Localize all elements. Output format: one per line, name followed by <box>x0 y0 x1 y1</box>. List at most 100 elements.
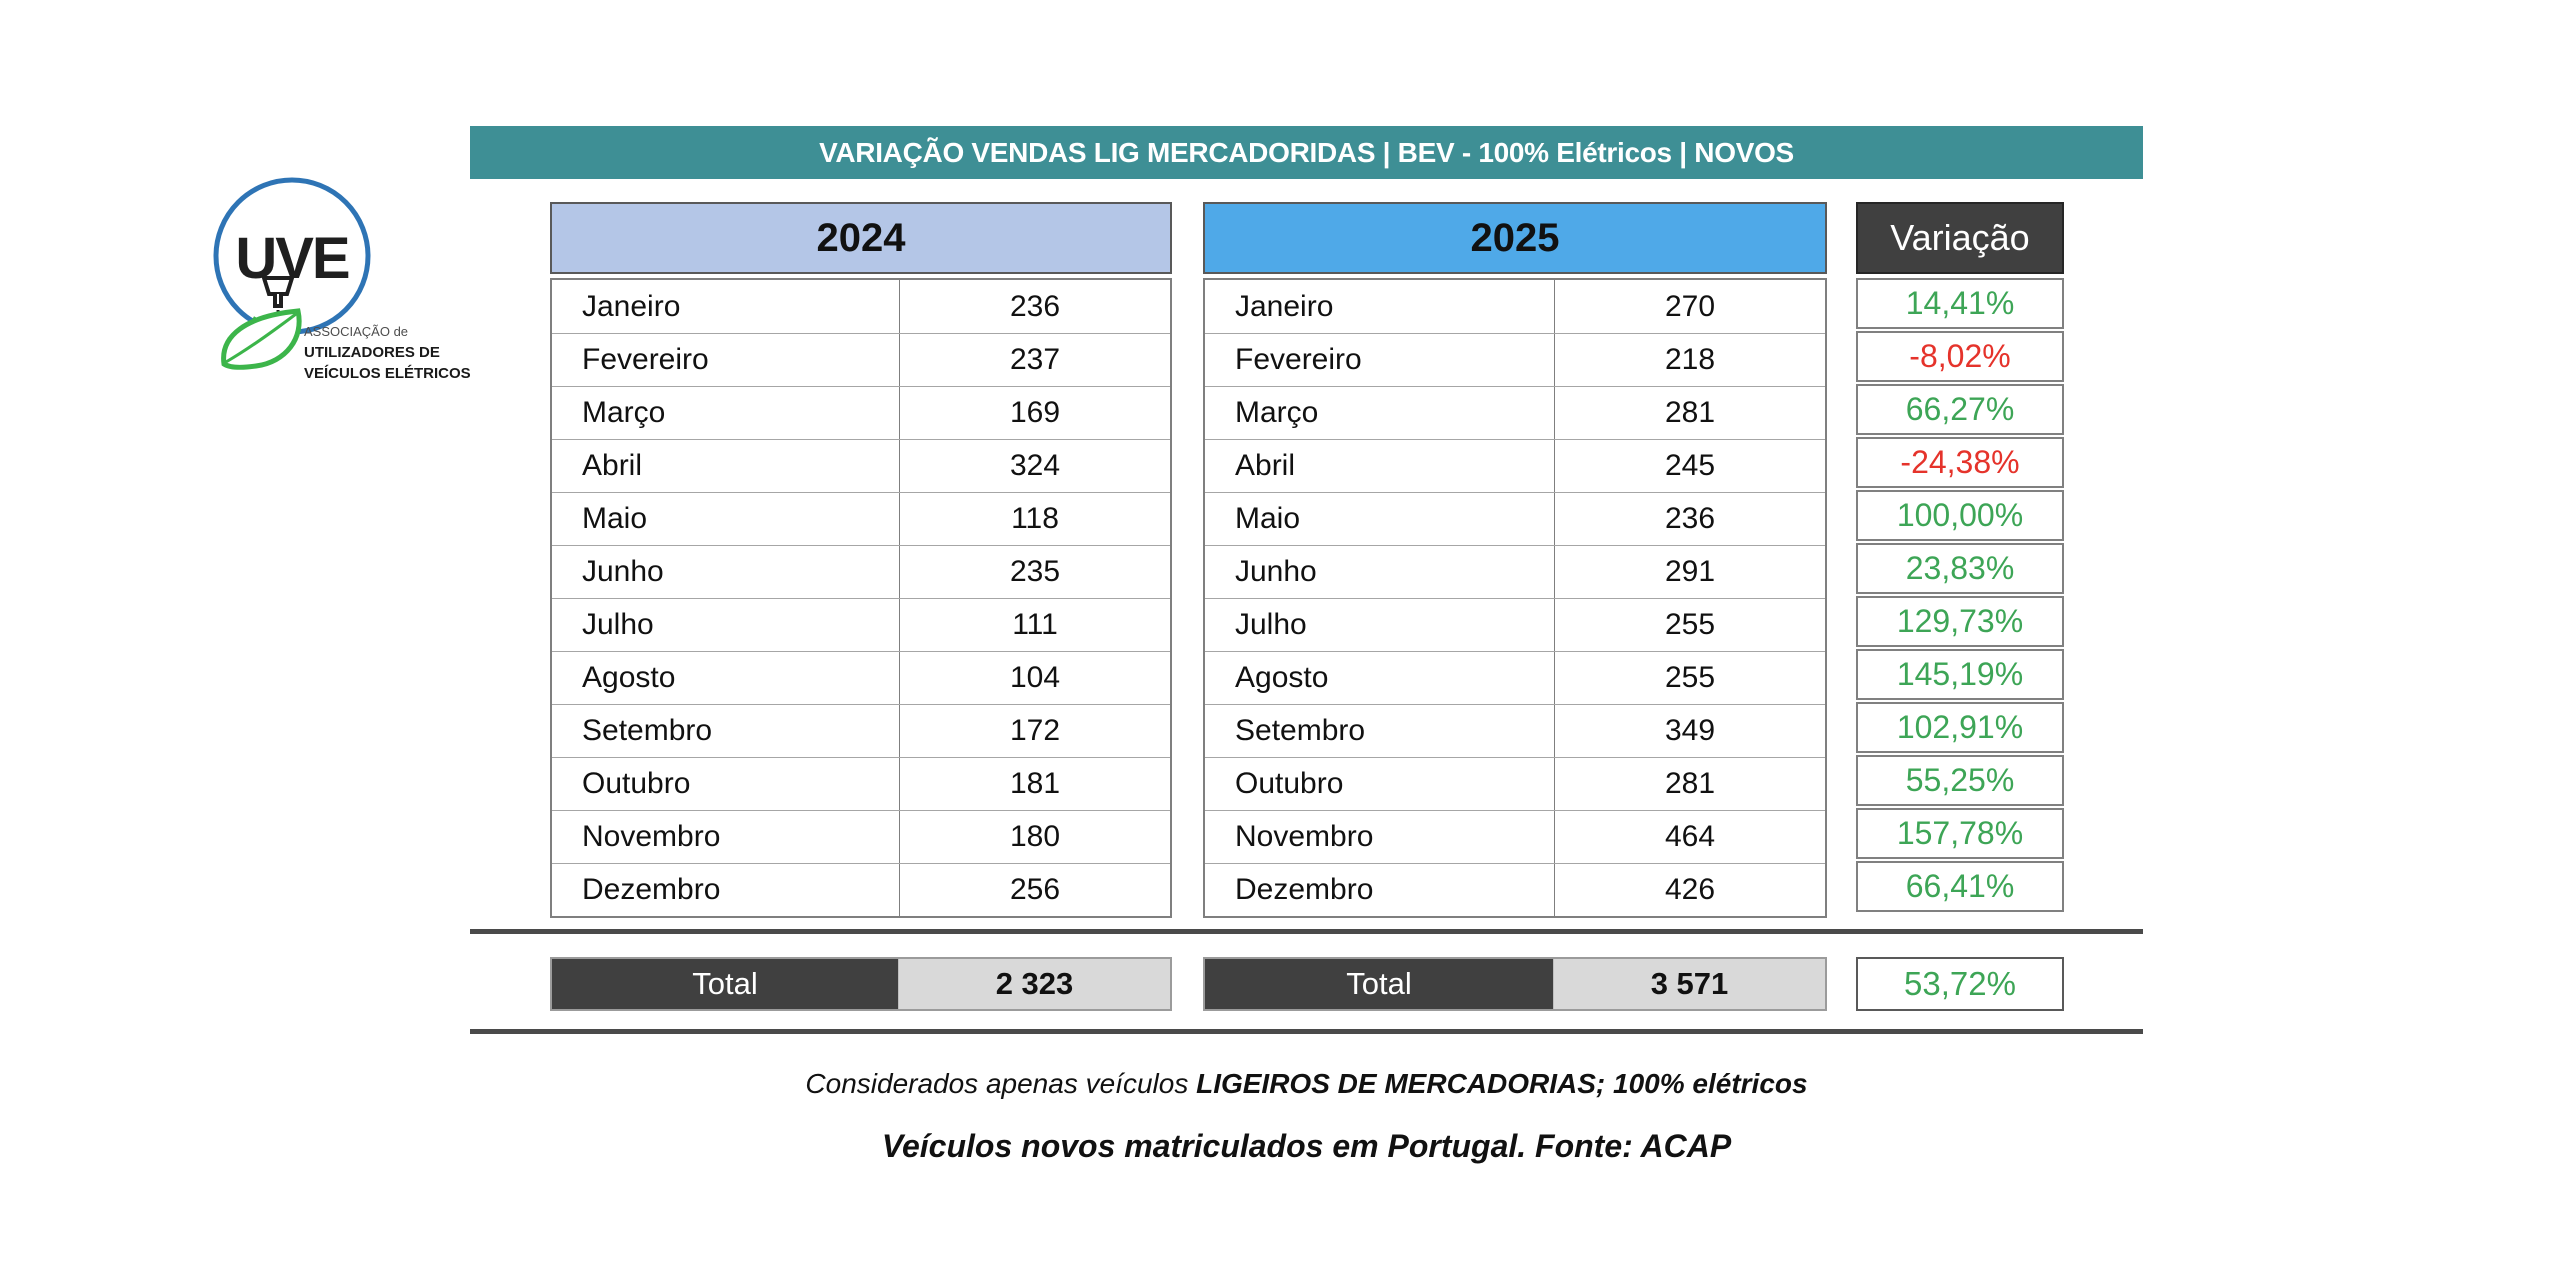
variation-cell: 129,73% <box>1856 596 2064 647</box>
variation-cell: 145,19% <box>1856 649 2064 700</box>
variation-value: 66,41% <box>1905 868 2015 904</box>
logo-subtitle-1: ASSOCIAÇÃO de <box>304 324 408 339</box>
month-value: 281 <box>1554 758 1825 810</box>
footnote-scope-bold: LIGEIROS DE MERCADORIAS; 100% elétricos <box>1196 1068 1808 1099</box>
variation-cell: 14,41% <box>1856 278 2064 329</box>
month-value: 235 <box>899 546 1170 598</box>
variation-cell: 66,27% <box>1856 384 2064 435</box>
table-2024-body: Janeiro 236 Fevereiro 237 Março 169 Abril 32… <box>550 278 1172 918</box>
month-value: 104 <box>899 652 1170 704</box>
separator-rule-bottom <box>470 1029 2143 1034</box>
month-value: 464 <box>1554 811 1825 863</box>
table-row: Agosto 104 <box>552 651 1170 704</box>
page-title: VARIAÇÃO VENDAS LIG MERCADORIDAS | BEV -… <box>819 136 1794 168</box>
table-row: Abril 324 <box>552 439 1170 492</box>
variation-cell: 102,91% <box>1856 702 2064 753</box>
month-label: Novembro <box>582 820 721 853</box>
table-row: Julho 111 <box>552 598 1170 651</box>
table-row: Maio 118 <box>552 492 1170 545</box>
month-label: Setembro <box>582 714 713 747</box>
uve-logo: UVE ASSOCIAÇÃO de UTILIZADORES DE VEÍCUL… <box>208 168 478 438</box>
footnote-scope-regular: Considerados apenas veículos <box>805 1068 1197 1099</box>
variation-value: -8,02% <box>1909 338 2011 374</box>
table-row: Setembro 172 <box>552 704 1170 757</box>
variation-cell: -8,02% <box>1856 331 2064 382</box>
month-value: 180 <box>899 811 1170 863</box>
month-label: Fevereiro <box>1235 343 1362 376</box>
table-row: Maio 236 <box>1205 492 1825 545</box>
month-value: 324 <box>899 440 1170 492</box>
month-value: 181 <box>899 758 1170 810</box>
table-row: Setembro 349 <box>1205 704 1825 757</box>
table-row: Fevereiro 218 <box>1205 333 1825 386</box>
table-row: Abril 245 <box>1205 439 1825 492</box>
total-2025: Total 3 571 <box>1203 957 1827 1011</box>
table-row: Julho 255 <box>1205 598 1825 651</box>
total-value-2025: 3 571 <box>1554 959 1825 1009</box>
month-value: 236 <box>1554 493 1825 545</box>
variation-cell: 23,83% <box>1856 543 2064 594</box>
table-row: Dezembro 426 <box>1205 863 1825 916</box>
total-variation: 53,72% <box>1856 957 2064 1011</box>
month-label: Julho <box>1235 608 1307 641</box>
month-value: 256 <box>899 864 1170 916</box>
table-row: Março 281 <box>1205 386 1825 439</box>
total-value-2024: 2 323 <box>899 959 1170 1009</box>
month-label: Dezembro <box>582 873 721 906</box>
month-label: Maio <box>1235 502 1301 535</box>
month-label: Outubro <box>1235 767 1344 800</box>
table-row: Dezembro 256 <box>552 863 1170 916</box>
month-label: Dezembro <box>1235 873 1374 906</box>
table-row: Março 169 <box>552 386 1170 439</box>
month-label: Agosto <box>1235 661 1329 694</box>
table-row: Janeiro 270 <box>1205 280 1825 333</box>
plug-stem-icon <box>273 294 283 308</box>
month-label: Maio <box>582 502 648 535</box>
month-value: 426 <box>1554 864 1825 916</box>
separator-rule-top <box>470 929 2143 934</box>
month-label: Junho <box>582 555 664 588</box>
month-label: Março <box>1235 396 1319 429</box>
year-label-2025: 2025 <box>1470 215 1560 260</box>
table-row: Janeiro 236 <box>552 280 1170 333</box>
uve-logo-icon: UVE ASSOCIAÇÃO de UTILIZADORES DE VEÍCUL… <box>213 177 471 382</box>
variation-value: 23,83% <box>1905 550 2015 586</box>
variation-value: 129,73% <box>1896 603 2024 639</box>
table-2025-header: 2025 <box>1203 202 1827 274</box>
variation-value: 157,78% <box>1896 815 2024 851</box>
variation-value: 66,27% <box>1905 391 2015 427</box>
table-row: Novembro 464 <box>1205 810 1825 863</box>
month-value: 172 <box>899 705 1170 757</box>
variation-value: 14,41% <box>1905 285 2015 321</box>
month-label: Outubro <box>582 767 691 800</box>
variation-header: Variação <box>1856 202 2064 274</box>
table-2024: 2024 Janeiro 236 Fevereiro 237 Março 169 Ab… <box>550 202 1172 918</box>
table-row: Agosto 255 <box>1205 651 1825 704</box>
logo-subtitle-3: VEÍCULOS ELÉTRICOS <box>304 365 471 382</box>
month-value: 118 <box>899 493 1170 545</box>
variation-header-label: Variação <box>1890 217 2030 258</box>
table-row: Novembro 180 <box>552 810 1170 863</box>
variation-value: 102,91% <box>1896 709 2024 745</box>
total-label-2024: Total <box>552 959 899 1009</box>
month-value: 291 <box>1554 546 1825 598</box>
table-row: Outubro 281 <box>1205 757 1825 810</box>
month-value: 169 <box>899 387 1170 439</box>
leaf-vein-icon <box>225 312 297 364</box>
table-2025: 2025 Janeiro 270 Fevereiro 218 Março 281 Ab… <box>1203 202 1827 918</box>
month-value: 281 <box>1554 387 1825 439</box>
month-label: Junho <box>1235 555 1317 588</box>
month-value: 270 <box>1554 280 1825 333</box>
logo-subtitle-2: UTILIZADORES DE <box>304 344 440 361</box>
table-row: Junho 235 <box>552 545 1170 598</box>
month-value: 218 <box>1554 334 1825 386</box>
year-label-2024: 2024 <box>816 215 906 260</box>
month-label: Abril <box>1235 449 1296 482</box>
month-label: Fevereiro <box>582 343 709 376</box>
month-label: Janeiro <box>1235 289 1334 323</box>
month-value: 255 <box>1554 599 1825 651</box>
table-row: Junho 291 <box>1205 545 1825 598</box>
month-label: Novembro <box>1235 820 1374 853</box>
title-banner: VARIAÇÃO VENDAS LIG MERCADORIDAS | BEV -… <box>470 126 2143 179</box>
table-row: Fevereiro 237 <box>552 333 1170 386</box>
